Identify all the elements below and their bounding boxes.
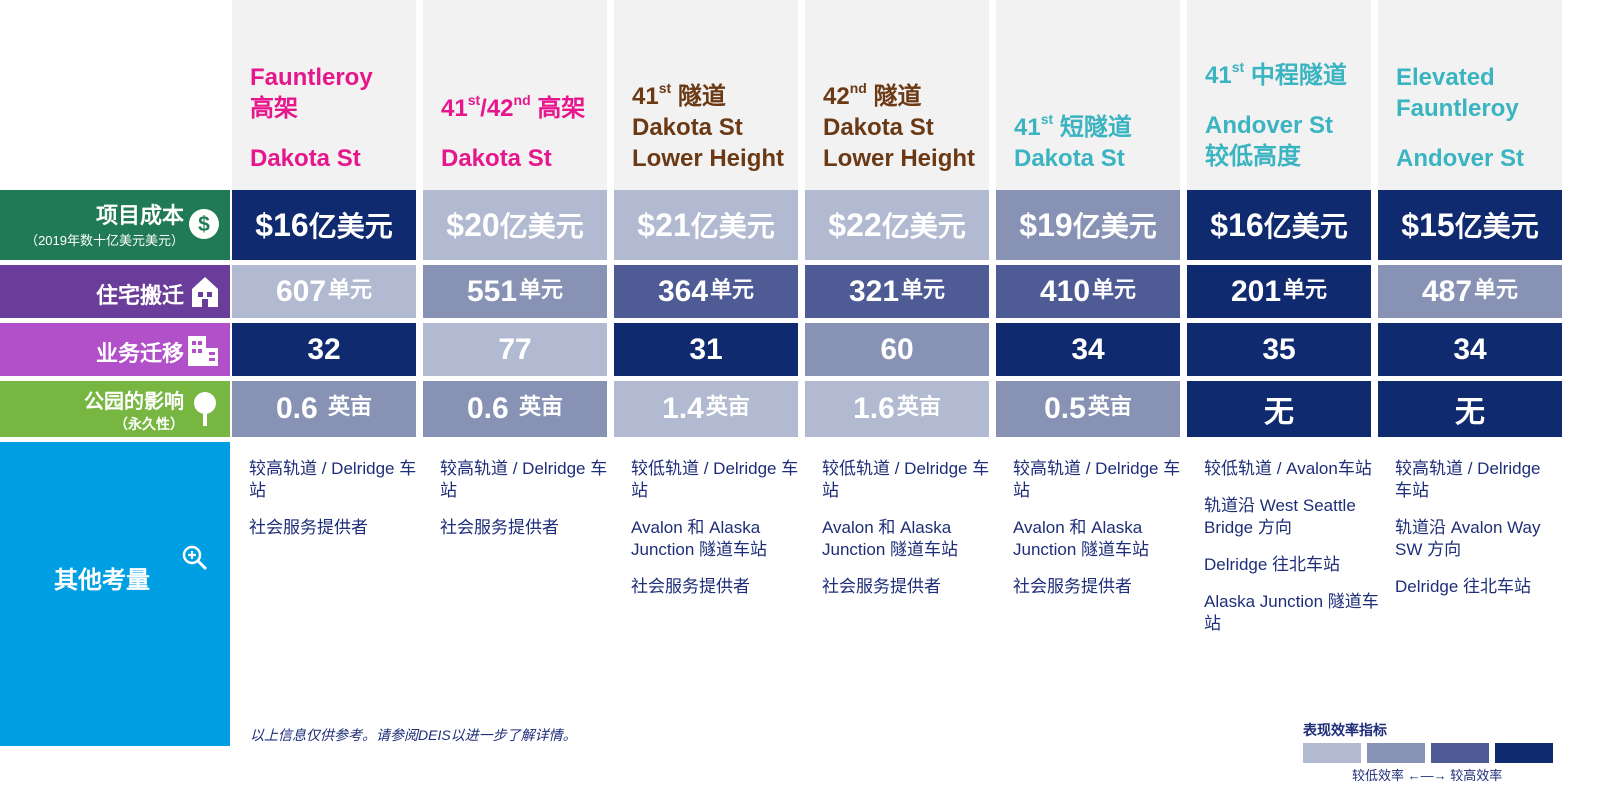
note-item: Avalon 和 Alaska Junction 隧道车站 [822, 518, 959, 559]
column-header-2: 41st/42nd 高架 Dakota St [423, 0, 607, 190]
note-item: Avalon 和 Alaska Junction 隧道车站 [1013, 518, 1150, 559]
note-item: 较高轨道 / Delridge 车站 [440, 459, 608, 500]
note-item: 较低轨道 / Delridge 车站 [631, 459, 799, 500]
footnote: 以上信息仅供参考。请参阅DEIS以进一步了解详情。 [250, 727, 577, 743]
business-cell: 32 [232, 323, 416, 376]
column-header-4: 42nd 隧道 Dakota St Lower Height [805, 0, 989, 190]
cost-cell: $16 亿美元 [232, 190, 416, 260]
row-label-other: 其他考量 [0, 442, 230, 746]
cost-cell: $16 亿美元 [1187, 190, 1371, 260]
other-label: 其他考量 [54, 567, 150, 594]
row-label-business: 业务迁移 [0, 323, 230, 376]
row-label-park: 公园的影响 （永久性） [0, 381, 230, 437]
business-cell: 34 [1378, 323, 1562, 376]
residential-cell: 364 单元 [614, 265, 798, 318]
row-label-residential: 住宅搬迁 [0, 265, 230, 318]
alternative-title: 41st 隧道 Dakota St Lower Height [632, 80, 785, 172]
notes-column-3: 较低轨道 / Delridge 车站 Avalon 和 Alaska Junct… [631, 458, 811, 613]
column-header-1: Fauntleroy 高架 Dakota St [232, 0, 416, 190]
cost-cell: $22 亿美元 [805, 190, 989, 260]
park-cell: 0.6 英亩 [423, 381, 607, 437]
note-item: 较高轨道 / Delridge 车站 [1013, 459, 1181, 500]
house-icon [192, 277, 218, 307]
note-item: 较高轨道 / Delridge 车站 [249, 459, 417, 500]
building-icon [188, 336, 218, 366]
note-item: 社会服务提供者 [249, 518, 368, 537]
residential-cell: 607 单元 [232, 265, 416, 318]
cost-cell: $21 亿美元 [614, 190, 798, 260]
legend-caption: 较低效率 ←—→ 较高效率 [1352, 768, 1503, 783]
tree-icon [194, 392, 216, 426]
residential-cell: 201 单元 [1187, 265, 1371, 318]
note-item: Alaska Junction 隧道车站 [1204, 592, 1379, 633]
notes-column-1: 较高轨道 / Delridge 车站 社会服务提供者 [249, 458, 429, 554]
alternative-title: 41st 短隧道 Dakota St [1014, 111, 1132, 172]
project-cost-sublabel: （2019年数十亿美元美元） [25, 233, 184, 248]
note-item: 社会服务提供者 [440, 518, 559, 537]
note-item: 社会服务提供者 [1013, 577, 1132, 596]
note-item: 轨道沿 West Seattle Bridge 方向 [1204, 496, 1356, 537]
notes-column-4: 较低轨道 / Delridge 车站 Avalon 和 Alaska Junct… [822, 458, 1002, 613]
notes-column-6: 较低轨道 / Avalon车站 轨道沿 West Seattle Bridge … [1204, 458, 1384, 650]
column-header-3: 41st 隧道 Dakota St Lower Height [614, 0, 798, 190]
alternative-title: 41st/42nd 高架 Dakota St [441, 92, 586, 172]
svg-text:$: $ [198, 213, 210, 236]
alternative-title: 41st 中程隧道 Andover St 较低高度 [1205, 59, 1347, 170]
park-cell: 1.6 英亩 [805, 381, 989, 437]
note-item: 较低轨道 / Avalon车站 [1204, 459, 1372, 478]
notes-column-5: 较高轨道 / Delridge 车站 Avalon 和 Alaska Junct… [1013, 458, 1193, 613]
park-cell: 1.4 英亩 [614, 381, 798, 437]
residential-cell: 487 单元 [1378, 265, 1562, 318]
legend-swatch-1 [1303, 743, 1361, 763]
alternative-title: Fauntleroy 高架 Dakota St [250, 64, 373, 172]
dollar-icon: $ [189, 209, 219, 239]
column-header-5: 41st 短隧道 Dakota St [996, 0, 1180, 190]
cost-cell: $15 亿美元 [1378, 190, 1562, 260]
park-cell: 0.6 英亩 [232, 381, 416, 437]
business-cell: 77 [423, 323, 607, 376]
cost-cell: $20 亿美元 [423, 190, 607, 260]
legend-swatch-2 [1367, 743, 1425, 763]
legend-title: 表现效率指标 [1303, 722, 1387, 738]
residential-cell: 321 单元 [805, 265, 989, 318]
note-item: Delridge 往北车站 [1204, 555, 1341, 574]
note-item: 较高轨道 / Delridge 车站 [1395, 459, 1541, 500]
column-header-7: Elevated Fauntleroy Andover St [1378, 0, 1562, 190]
park-cell: 无 [1378, 381, 1562, 437]
cost-cell: $19 亿美元 [996, 190, 1180, 260]
column-header-6: 41st 中程隧道 Andover St 较低高度 [1187, 0, 1371, 190]
business-cell: 31 [614, 323, 798, 376]
note-item: 社会服务提供者 [822, 577, 941, 596]
notes-column-7: 较高轨道 / Delridge 车站 轨道沿 Avalon Way SW 方向 … [1395, 458, 1560, 613]
note-item: 社会服务提供者 [631, 577, 750, 596]
park-sublabel: （永久性） [114, 416, 184, 432]
legend-swatch-3 [1431, 743, 1489, 763]
business-cell: 60 [805, 323, 989, 376]
residential-cell: 410 单元 [996, 265, 1180, 318]
business-cell: 35 [1187, 323, 1371, 376]
note-item: 轨道沿 Avalon Way SW 方向 [1395, 518, 1541, 559]
residential-cell: 551 单元 [423, 265, 607, 318]
magnifier-plus-icon [182, 545, 208, 571]
legend-swatch-4 [1495, 743, 1553, 763]
business-cell: 34 [996, 323, 1180, 376]
park-label: 公园的影响 [84, 391, 184, 413]
alternative-title: 42nd 隧道 Dakota St Lower Height [823, 80, 976, 172]
note-item: 较低轨道 / Delridge 车站 [822, 459, 990, 500]
row-label-project-cost: 项目成本 （2019年数十亿美元美元） $ [0, 190, 230, 260]
park-cell: 0.5 英亩 [996, 381, 1180, 437]
project-cost-label: 项目成本 [95, 203, 184, 228]
note-item: Delridge 往北车站 [1395, 577, 1532, 596]
alternative-title: Elevated Fauntleroy Andover St [1396, 64, 1525, 172]
business-label: 业务迁移 [95, 341, 184, 366]
notes-column-2: 较高轨道 / Delridge 车站 社会服务提供者 [440, 458, 620, 554]
park-cell: 无 [1187, 381, 1371, 437]
note-item: Avalon 和 Alaska Junction 隧道车站 [631, 518, 768, 559]
residential-label: 住宅搬迁 [95, 283, 184, 308]
